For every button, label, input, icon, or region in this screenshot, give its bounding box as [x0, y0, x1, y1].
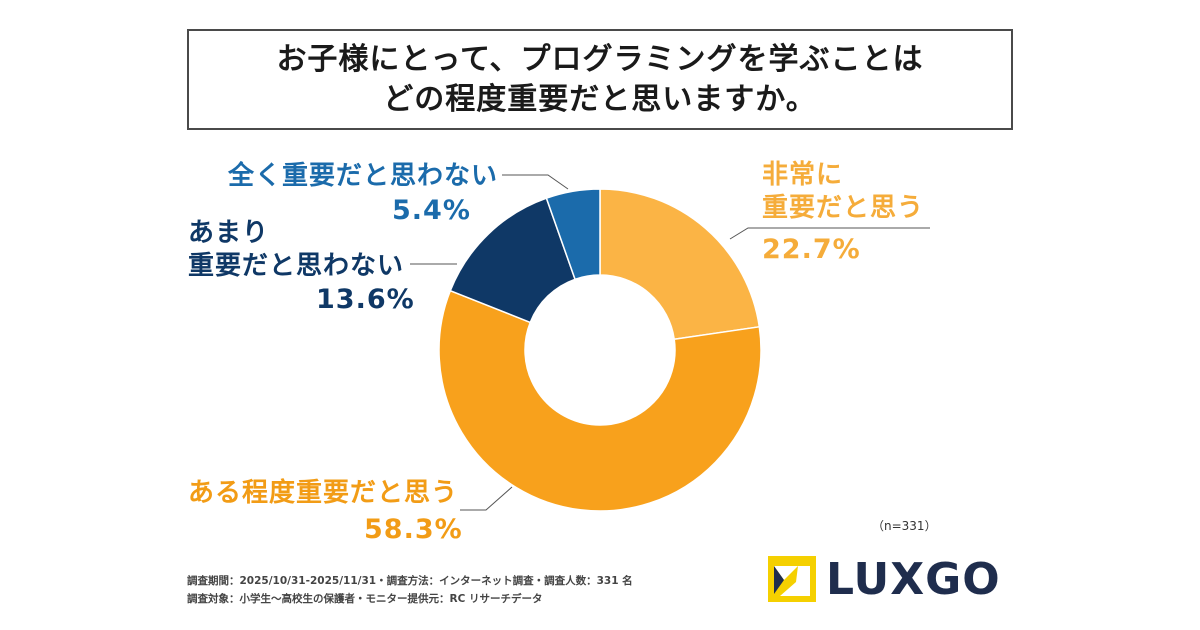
footer-survey-period: 調査期間：2025/10/31-2025/11/31・調査方法：インターネット調…	[187, 575, 633, 587]
label-notvery-line1: あまり	[188, 218, 270, 248]
luxgo-logo: LUXGO	[768, 556, 1018, 604]
sample-size: （n=331）	[872, 519, 937, 533]
value-notatall: 5.4%	[392, 195, 471, 226]
value-somewhat: 58.3%	[364, 514, 463, 545]
luxgo-logo-mark	[768, 556, 816, 602]
leader-line-somewhat	[460, 486, 513, 511]
label-very-line2: 重要だと思う	[762, 193, 925, 223]
title-box: お子様にとって、プログラミングを学ぶことは どの程度重要だと思いますか。	[187, 29, 1013, 130]
slice-very-important	[599, 188, 761, 341]
slice-not-very-important	[449, 197, 576, 324]
label-somewhat: ある程度重要だと思う	[188, 478, 459, 508]
slice-not-at-all-important	[545, 188, 601, 281]
label-very-line1: 非常に	[762, 160, 844, 190]
luxgo-logo-text: LUXGO	[826, 554, 1001, 605]
title-line-1: お子様にとって、プログラミングを学ぶことは	[276, 41, 924, 77]
value-notvery: 13.6%	[316, 284, 415, 315]
leader-line-very	[729, 227, 930, 240]
label-notvery-line2: 重要だと思わない	[188, 251, 405, 281]
slice-somewhat-important	[438, 289, 762, 512]
leader-line-notatall	[502, 174, 569, 190]
value-very: 22.7%	[762, 234, 861, 265]
footer-survey-target: 調査対象：小学生〜高校生の保護者・モニター提供元：RC リサーチデータ	[187, 593, 543, 605]
label-notatall: 全く重要だと思わない	[228, 161, 499, 191]
title-line-2: どの程度重要だと思いますか。	[383, 81, 817, 117]
